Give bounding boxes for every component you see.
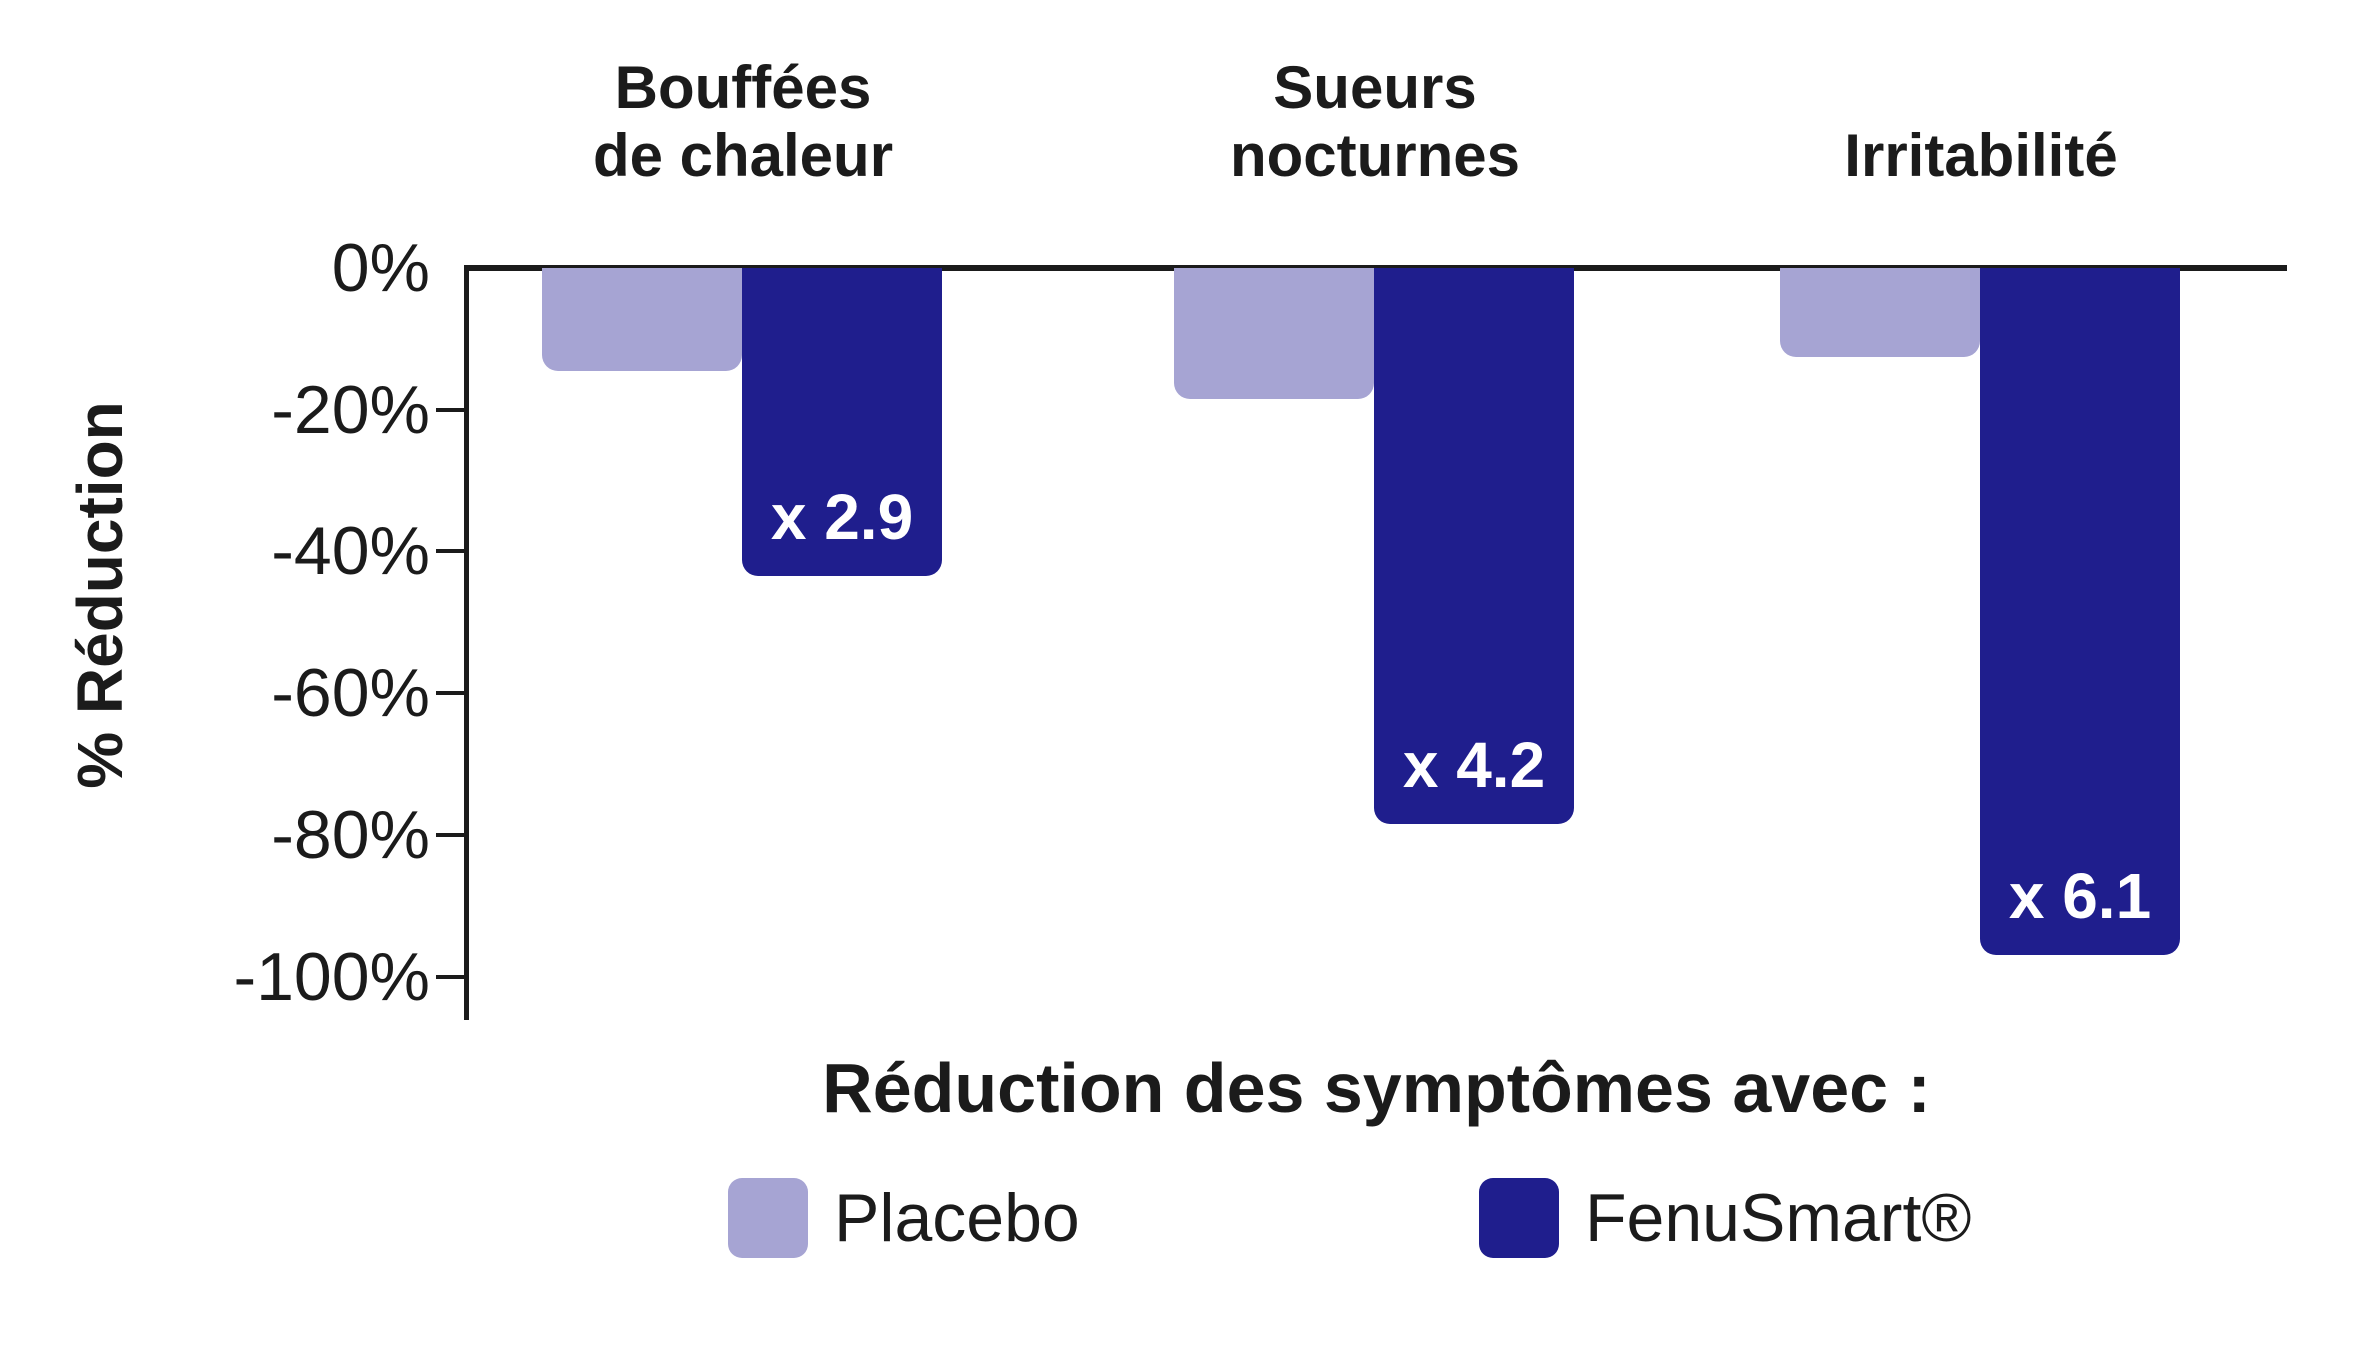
y-tick-label: 0% [331, 230, 430, 306]
y-tick-mark [436, 691, 466, 696]
y-tick-label: -100% [233, 938, 430, 1015]
y-tick-label: -40% [271, 513, 430, 590]
legend-swatch [1479, 1178, 1559, 1258]
placebo-bar-0 [542, 268, 742, 371]
y-tick-mark [436, 832, 466, 837]
category-label: Bouffées de chaleur [393, 54, 1093, 190]
legend-item-fenusmart: FenuSmart® [1479, 1178, 1971, 1258]
placebo-bar-2 [1780, 268, 1980, 357]
legend-label: FenuSmart® [1585, 1180, 1972, 1256]
category-label-line: Irritabilité [1844, 122, 2118, 189]
category-label-line: nocturnes [1229, 122, 1521, 189]
bar-multiplier-label: x 2.9 [770, 481, 914, 554]
fenusmart-bar-2: x 6.1 [1980, 268, 2180, 956]
category-label-line: Sueurs [1273, 54, 1477, 121]
category-label: Irritabilité [1631, 122, 2331, 190]
y-tick-label: -60% [271, 655, 430, 732]
bar-multiplier-label: x 4.2 [1402, 729, 1546, 802]
legend-item-placebo: Placebo [728, 1178, 1080, 1258]
y-tick-label: -80% [271, 796, 430, 873]
y-tick-mark [436, 407, 466, 412]
y-tick-label: -20% [271, 371, 430, 448]
placebo-bar-1 [1174, 268, 1374, 400]
legend-title: Réduction des symptômes avec : [822, 1049, 1931, 1127]
legend-swatch [728, 1178, 808, 1258]
category-label-line: Bouffées [614, 54, 872, 121]
y-axis-line [464, 265, 469, 1020]
y-tick-mark [436, 549, 466, 554]
category-label: Sueurs nocturnes [1025, 54, 1725, 190]
fenusmart-bar-1: x 4.2 [1374, 268, 1574, 825]
legend-label: Placebo [834, 1180, 1080, 1256]
y-tick-mark [436, 974, 466, 979]
fenusmart-bar-0: x 2.9 [742, 268, 942, 577]
category-label-line: de chaleur [592, 122, 894, 189]
bar-multiplier-label: x 6.1 [2008, 860, 2152, 933]
